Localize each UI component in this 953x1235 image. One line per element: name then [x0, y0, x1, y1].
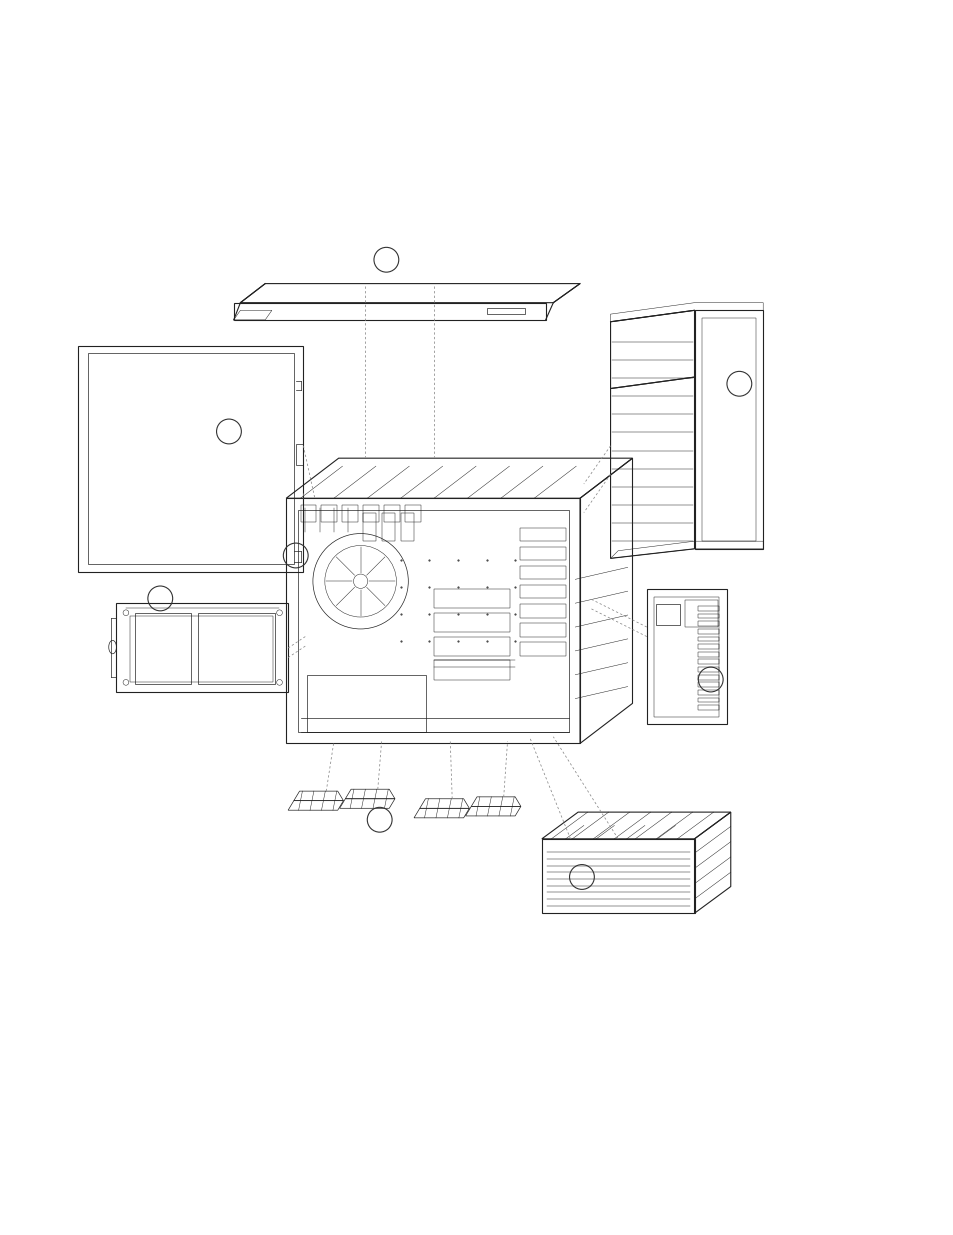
Bar: [300, 505, 315, 522]
Bar: [698, 636, 719, 641]
Bar: [363, 505, 378, 522]
Bar: [698, 705, 719, 710]
Bar: [519, 642, 565, 656]
Bar: [434, 589, 510, 608]
Bar: [307, 674, 426, 732]
Bar: [362, 513, 375, 541]
Bar: [434, 613, 510, 632]
Bar: [698, 621, 719, 626]
Bar: [698, 698, 719, 703]
Bar: [698, 614, 719, 619]
Bar: [130, 615, 273, 683]
Bar: [519, 547, 565, 561]
Bar: [698, 606, 719, 611]
Bar: [519, 527, 565, 541]
Bar: [684, 600, 718, 627]
Bar: [698, 683, 719, 687]
Bar: [698, 659, 719, 664]
Bar: [321, 505, 336, 522]
Bar: [434, 636, 510, 656]
Bar: [486, 309, 524, 314]
Bar: [698, 667, 719, 672]
Bar: [519, 604, 565, 618]
Bar: [698, 652, 719, 657]
Bar: [698, 645, 719, 648]
Bar: [698, 674, 719, 679]
Bar: [405, 505, 420, 522]
Bar: [698, 629, 719, 634]
Bar: [342, 505, 357, 522]
Bar: [381, 513, 395, 541]
Bar: [698, 690, 719, 695]
Bar: [384, 505, 399, 522]
Bar: [400, 513, 414, 541]
Bar: [297, 510, 568, 732]
Bar: [295, 443, 303, 464]
Bar: [434, 661, 510, 679]
Bar: [519, 585, 565, 599]
Bar: [656, 604, 679, 625]
Bar: [519, 624, 565, 636]
Bar: [519, 566, 565, 579]
